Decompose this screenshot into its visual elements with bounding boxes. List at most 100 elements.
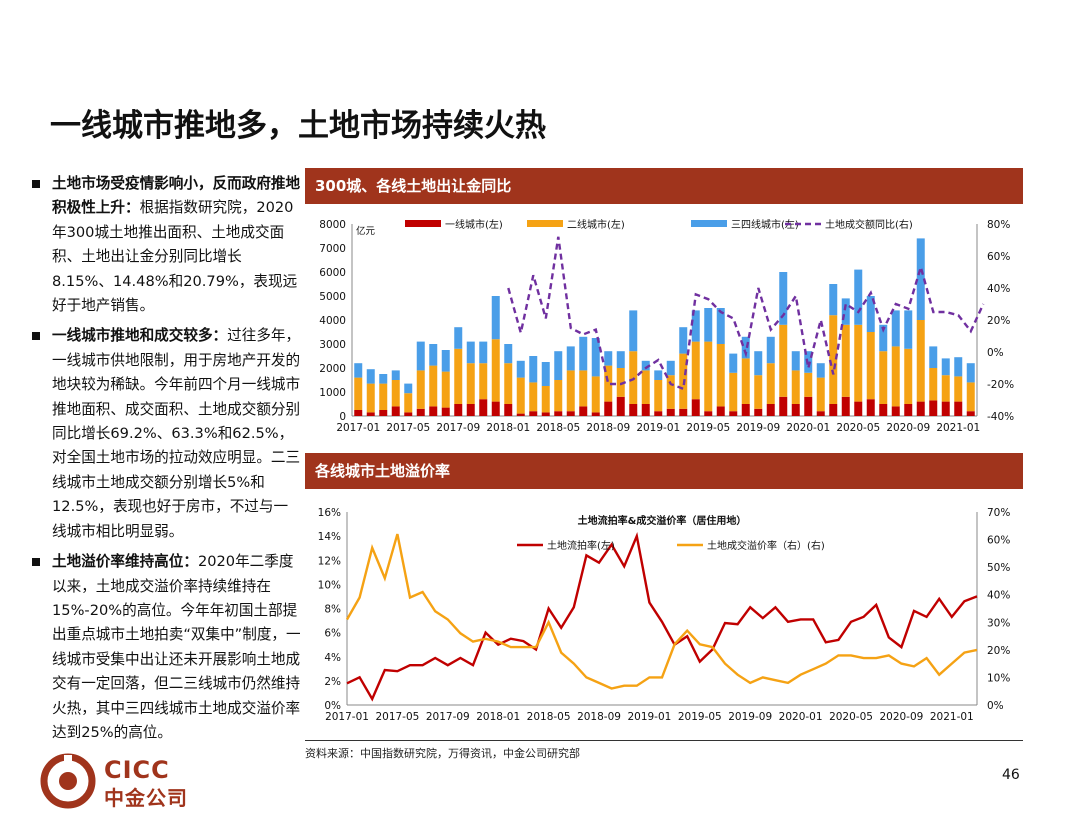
commentary-column: 土地市场受疫情影响小，反而政府推地积极性上升：根据指数研究院，2020年300城… [30,172,302,751]
y-tick-label: 6% [324,628,341,640]
bar-segment [429,406,438,416]
bar-segment [429,365,438,407]
y-tick-label: 4000 [319,315,346,327]
bar-segment [354,377,363,410]
bar-segment [766,404,775,416]
bar-segment [804,372,813,397]
bar-segment [604,351,613,366]
bar-segment [629,404,638,416]
bar-segment [729,411,738,416]
bar-segment [516,413,525,416]
bar-segment [554,411,563,416]
x-tick-label: 2017-05 [386,422,430,434]
bar-segment [404,383,413,394]
bullet-heading: 土地溢价率维持高位： [52,553,198,571]
bar-segment [841,324,850,397]
bar-segment [791,370,800,404]
bar-segment [504,404,513,416]
bar-segment [929,368,938,401]
x-tick-label: 2018-01 [486,422,530,434]
bar-segment [454,404,463,416]
y-tick-label: 1000 [319,387,346,399]
logo-text-cn: 中金公司 [104,786,188,810]
bar-segment [716,344,725,407]
bar-segment [741,358,750,404]
x-tick-label: 2021-01 [930,711,974,723]
x-tick-label: 2019-09 [728,711,772,723]
bar-segment [654,370,663,380]
bar-segment [704,308,713,342]
x-tick-label: 2018-09 [586,422,630,434]
bar-segment [466,404,475,416]
bar-segment [891,310,900,347]
flow-rate-line [346,531,978,702]
bar-segment [491,296,500,340]
y-tick-label: 3000 [319,339,346,351]
y2-tick-label: -20% [987,379,1014,391]
bar-segment [691,341,700,400]
bar-segment [779,324,788,397]
bar-segment [854,269,863,325]
x-tick-label: 2019-01 [627,711,671,723]
bar-segment [466,341,475,364]
bar-segment [566,346,575,371]
bar-segment [816,411,825,416]
bar-segment [391,380,400,407]
bar-segment [879,351,888,404]
bar-segment [841,298,850,325]
bar-segment [516,360,525,378]
x-tick-label: 2018-01 [476,711,520,723]
bar-segment [404,412,413,416]
y2-tick-label: -40% [987,411,1014,423]
bar-segment [654,411,663,416]
bullet-square-icon [32,332,40,341]
chart2-header: 各线城市土地溢价率 [305,453,1023,489]
bar-segment [916,401,925,416]
y-tick-label: 4% [324,652,341,664]
chart1-header: 300城、各线土地出让金同比 [305,168,1023,204]
y2-tick-label: 40% [987,590,1010,602]
bar-segment [566,370,575,412]
bar-segment [641,370,650,404]
bullet-body: 过往多年，一线城市供地限制，用于房地产开发的地块较为稀缺。今年前四个月一线城市推… [52,327,301,540]
bar-segment [754,408,763,416]
x-tick-label: 2020-09 [886,422,930,434]
bar-segment [379,383,388,410]
source-note: 资料来源：中国指数研究院，万得资讯，中金公司研究部 [305,747,580,760]
bar-segment [841,396,850,416]
y-tick-label: 5000 [319,291,346,303]
bar-segment [829,404,838,416]
legend-swatch [527,220,563,227]
bar-segment [579,406,588,416]
bar-segment [729,353,738,373]
bar-segment [554,351,563,380]
bar-segment [416,370,425,409]
bar-segment [729,372,738,412]
bar-segment [604,365,613,402]
bar-segment [666,375,675,409]
bar-segment [416,408,425,416]
bar-segment [366,383,375,413]
bar-segment [479,341,488,364]
bar-segment [879,324,888,352]
bar-segment [454,348,463,404]
bar-segment [616,368,625,397]
y2-tick-label: 30% [987,617,1010,629]
bar-segment [891,346,900,407]
bar-segment [941,358,950,376]
x-tick-label: 2021-01 [936,422,980,434]
bar-segment [354,410,363,416]
bar-segment [679,408,688,416]
bar-segment [629,310,638,352]
y-tick-label: 12% [318,555,341,567]
x-tick-label: 2017-05 [375,711,419,723]
bar-segment [579,336,588,371]
bar-segment [904,310,913,349]
bar-segment [529,411,538,416]
bar-segment [616,396,625,416]
bar-segment [541,386,550,413]
bar-segment [904,348,913,404]
land-revenue-chart: 0 1000 2000 3000 4000 5000 6000 7000 8000 -40% -20… [319,218,1014,434]
bar-segment [404,393,413,413]
bar-segment [529,382,538,412]
